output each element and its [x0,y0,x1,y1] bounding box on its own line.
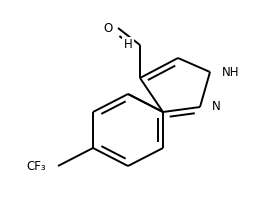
Text: N: N [212,100,221,114]
Text: O: O [103,21,113,34]
Text: CF₃: CF₃ [26,160,46,172]
Text: H: H [124,38,132,51]
Text: NH: NH [222,66,239,78]
